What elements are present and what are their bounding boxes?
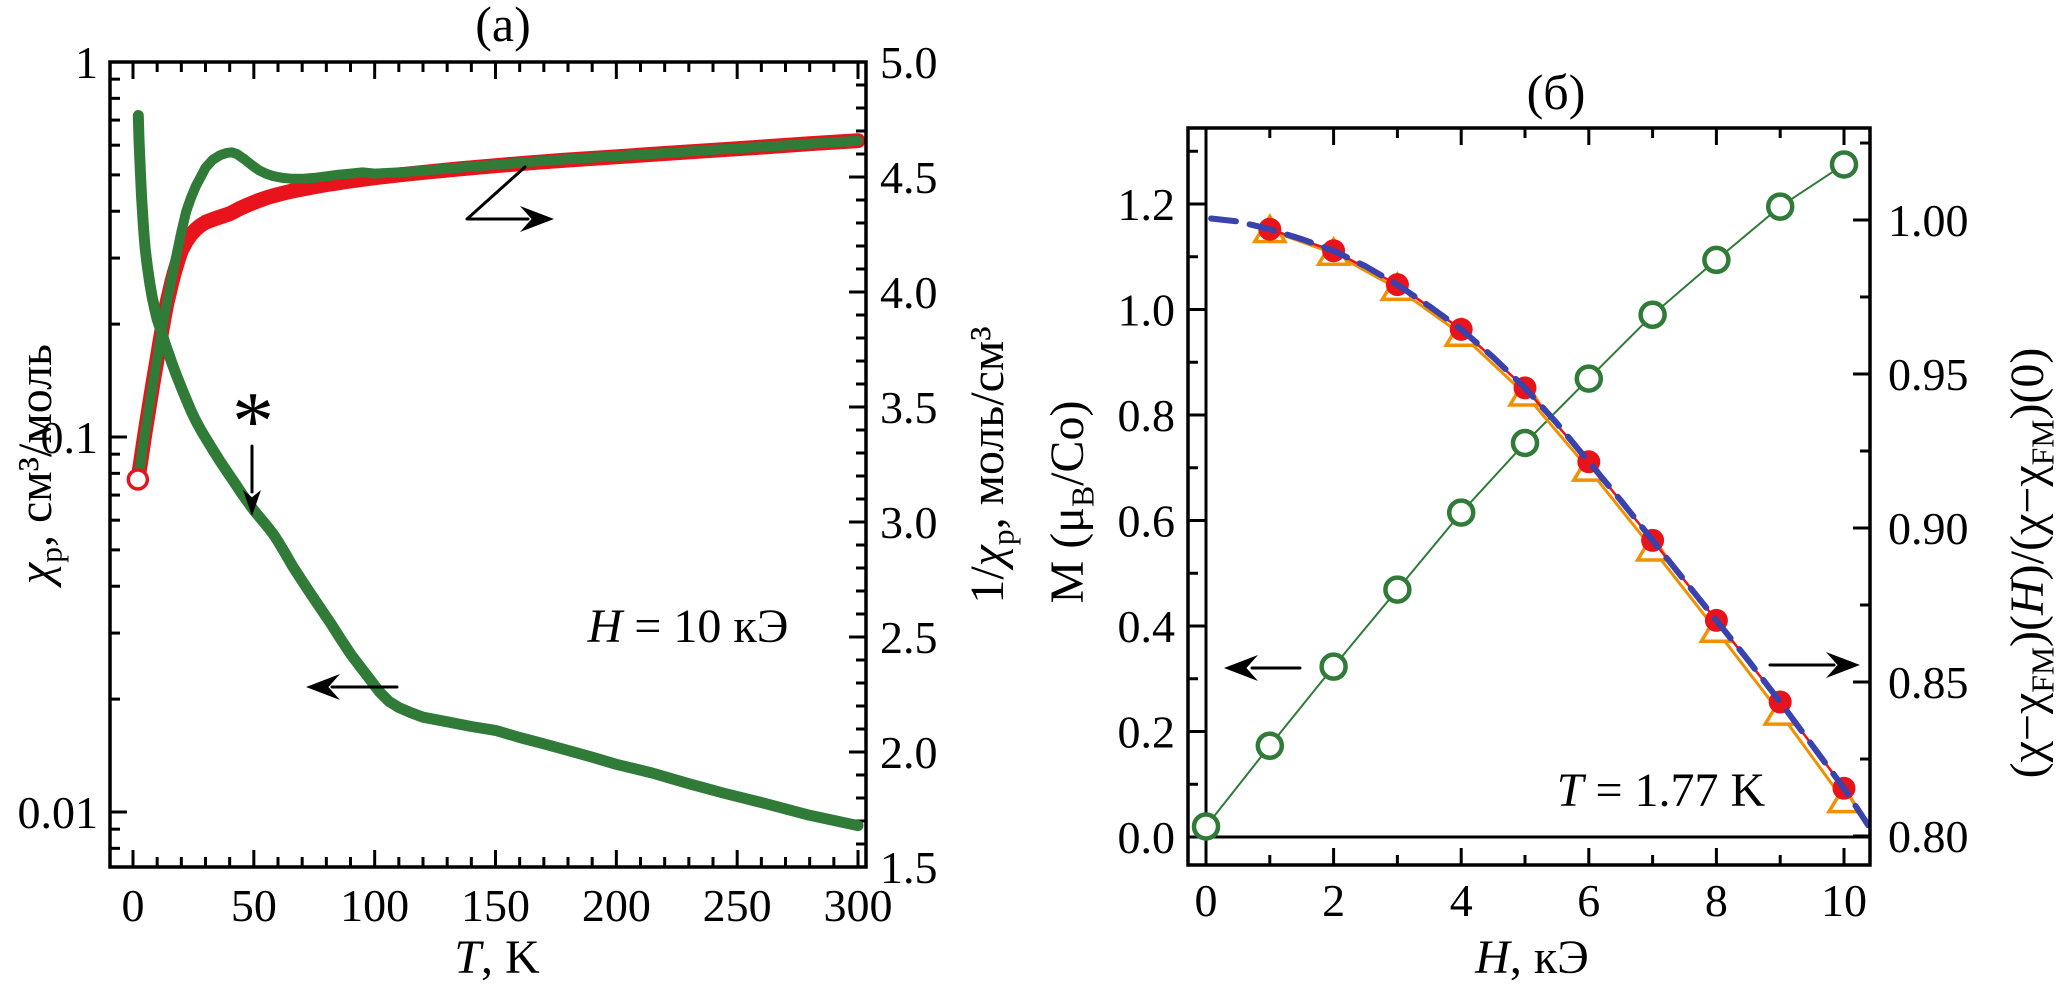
magnetization-open-circle: [1383, 575, 1412, 604]
panel-b-y-right-tick-label: 0.95: [1888, 349, 1969, 400]
panel-b-y-left-tick-label: 1.0: [1118, 285, 1176, 336]
panel-b-y-left-tick-label: 0.2: [1118, 707, 1176, 758]
panel-a-x-axis-label: T, K: [454, 931, 540, 984]
panel-b-ticks: 0 2 4 6 8 10 0.0 0.2 0.4 0.6 0.8 1.0 1.2 1.00 0.95 0.90…: [1118, 128, 1969, 926]
fit-terminal-open-circle: [126, 468, 150, 491]
magnetization-open-circle: [1829, 150, 1859, 179]
magnetization-open-circle: [1319, 652, 1348, 681]
magnetization-open-circle: [1446, 498, 1476, 527]
magnetization-open-circle: [1191, 812, 1221, 841]
panel-a-y-right-tick-label: 2.0: [880, 727, 938, 778]
panel-a-y-left-tick-label: 0.1: [41, 412, 99, 463]
series-ratio-line: [1268, 227, 1846, 790]
panel-a-y-right-tick-label: 3.5: [880, 382, 938, 433]
arrow-a-right: [465, 165, 554, 232]
arrow-a-star: [243, 444, 261, 516]
panel-a-y-right-tick-label: 3.0: [880, 497, 938, 548]
panel-a-x-tick-label: 200: [582, 880, 651, 931]
series-chi-experimental: [132, 110, 864, 832]
panel-a-y-left-tick-label: 1: [75, 37, 98, 88]
panel-a-title: (a): [475, 0, 531, 52]
magnetization-open-circle: [1638, 300, 1667, 330]
panel-b-title: (б): [1526, 64, 1586, 120]
panel-b-y-right-tick-label: 0.85: [1888, 657, 1969, 708]
panel-b-x-tick-label: 0: [1195, 875, 1218, 926]
magnetization-open-circle: [1574, 364, 1604, 393]
panel-b-y-right-tick-label: 0.90: [1888, 503, 1969, 554]
panel-a-y-right-tick-label: 1.5: [880, 842, 938, 893]
panel-b-y-left-tick-label: 0.8: [1118, 390, 1176, 441]
panel-a-x-tick-label: 100: [340, 880, 409, 931]
panel-a-star-annotation: *: [232, 375, 274, 469]
arrow-b-left: [1224, 655, 1302, 681]
panel-a-y-right-tick-label: 5.0: [880, 37, 938, 88]
panel-a-x-tick-label: 250: [703, 880, 772, 931]
panel-b-series: [1191, 150, 1872, 841]
panel-b-y-right-tick-label: 1.00: [1888, 195, 1969, 246]
arrowhead: [1826, 652, 1860, 678]
arrowhead: [1224, 655, 1258, 681]
arrowhead: [520, 206, 554, 232]
panel-a-y-left-axis-label: χp, см³/моль: [9, 344, 69, 584]
panel-a-x-tick-label: 0: [122, 880, 145, 931]
panel-a-series: [126, 110, 866, 832]
panel-b-x-axis-label: H, кЭ: [1475, 931, 1589, 984]
panel-b-y-left-tick-label: 0.4: [1118, 601, 1176, 652]
panel-a-x-tick-label: 150: [461, 880, 530, 931]
magnetization-open-circle: [1255, 731, 1285, 760]
panel-a-x-tick-label: 50: [231, 880, 277, 931]
arrow-b-right: [1768, 652, 1860, 678]
series-triangles-line: [1268, 229, 1846, 803]
annotation-arrows: [243, 165, 1860, 700]
panel-a-x-tick-label: 300: [824, 880, 893, 931]
panel-a-y-left-tick-label: 0.01: [18, 787, 99, 838]
arrowhead: [243, 490, 261, 516]
panel-b-x-tick-label: 2: [1322, 875, 1345, 926]
panel-a-y-right-axis-label: 1/χp, моль/см³: [961, 326, 1021, 604]
magnetization-open-circle: [1765, 192, 1795, 221]
panel-a: 0 50 100 150 200 250 300 1 0.1 0.01 5.0 4.5 4.0 3.5 3.…: [18, 37, 938, 931]
panel-a-y-right-tick-label: 4.0: [880, 267, 938, 318]
panel-b-x-tick-label: 6: [1577, 875, 1600, 926]
panel-b-y-right-axis-label: (χ−χFM)(H)/(χ−χFM)(0): [2001, 347, 2059, 779]
panel-b-y-left-tick-label: 0.6: [1118, 496, 1176, 547]
arrow-a-left: [306, 674, 399, 700]
panel-a-field-annotation: H = 10 кЭ: [587, 600, 789, 653]
panel-b-x-tick-label: 4: [1450, 875, 1473, 926]
panel-a-y-right-tick-label: 2.5: [880, 612, 938, 663]
panel-b-y-left-tick-label: 1.2: [1118, 179, 1176, 230]
panel-b-y-left-axis-label: M (μB/Co): [1041, 400, 1101, 604]
panel-b-y-right-tick-label: 0.80: [1888, 811, 1969, 862]
panel-b-temperature-annotation: T = 1.77 K: [1556, 764, 1766, 817]
panel-a-y-right-tick-label: 4.5: [880, 152, 938, 203]
panel-b-y-left-tick-label: 0.0: [1118, 812, 1176, 863]
magnetization-open-circle: [1702, 245, 1731, 275]
panel-b: 0 2 4 6 8 10 0.0 0.2 0.4 0.6 0.8 1.0 1.2 1.00 0.95 0.90…: [1118, 126, 1969, 926]
magnetization-open-circle: [1510, 428, 1540, 458]
series-ratio-fit-dashed: [1208, 215, 1872, 829]
arrowhead: [306, 674, 340, 700]
series-magnetization-line: [1205, 163, 1845, 828]
panel-b-x-tick-label: 10: [1821, 875, 1867, 926]
panel-b-x-tick-label: 8: [1705, 875, 1728, 926]
panel-a-ticks: 0 50 100 150 200 250 300 1 0.1 0.01 5.0 4.5 4.0 3.5 3.…: [18, 37, 938, 931]
